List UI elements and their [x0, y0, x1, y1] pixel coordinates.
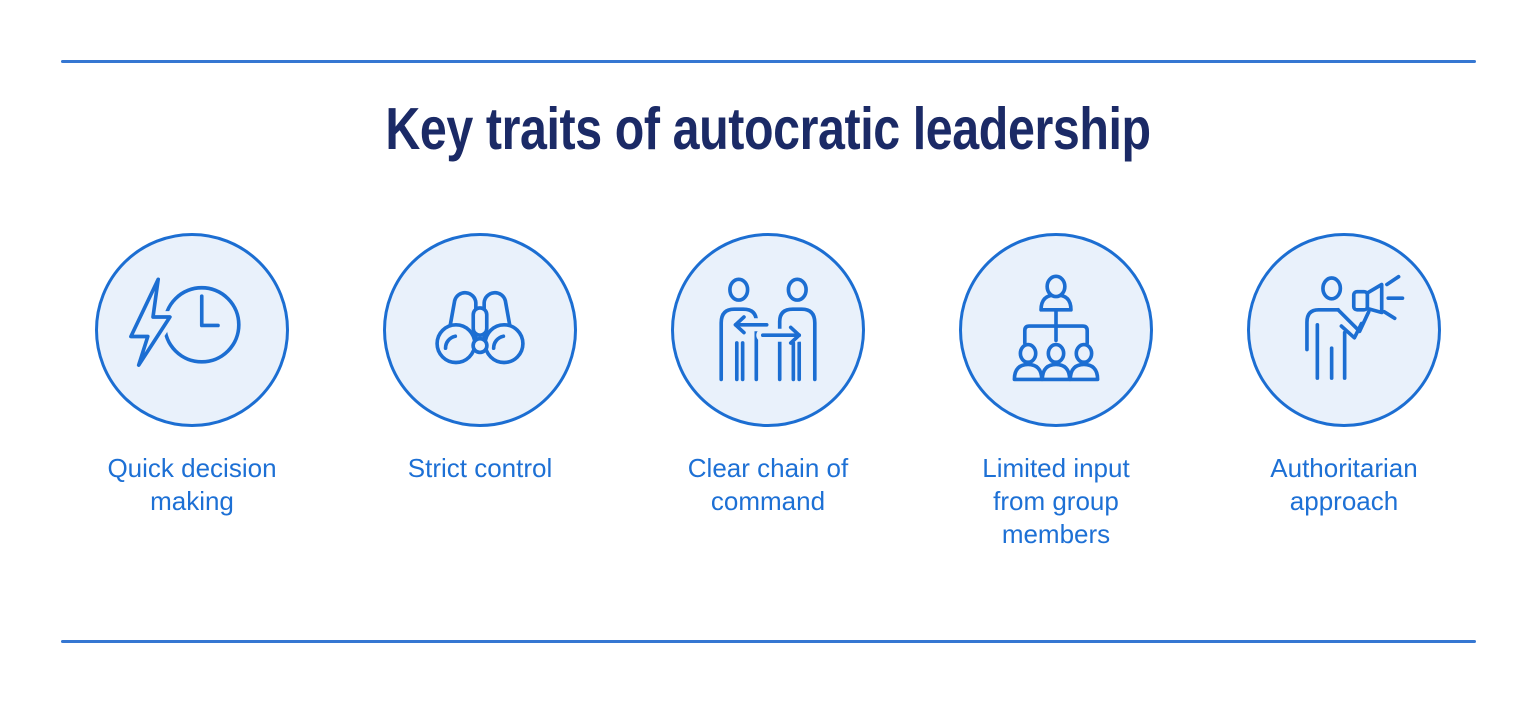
people-exchange-icon [719, 277, 817, 382]
trait-circle-strict-control [383, 233, 577, 427]
traits-row: Quick decision making Strict control [0, 233, 1536, 551]
trait-label: Clear chain of command [687, 453, 849, 516]
trait-limited-input: Limited input from group members [959, 233, 1153, 551]
top-divider-rule [61, 60, 1476, 63]
trait-label: Strict control [407, 453, 553, 483]
trait-circle-limited-input [959, 233, 1153, 427]
trait-strict-control: Strict control [383, 233, 577, 551]
trait-clear-chain-of-command: Clear chain of command [671, 233, 865, 551]
binoculars-icon [435, 290, 525, 365]
hierarchy-icon [1012, 274, 1100, 382]
trait-quick-decision-making: Quick decision making [95, 233, 289, 551]
trait-label: Limited input from group members [982, 453, 1130, 549]
trait-authoritarian-approach: Authoritarian approach [1247, 233, 1441, 551]
trait-circle-authoritarian [1247, 233, 1441, 427]
trait-circle-quick-decision [95, 233, 289, 427]
trait-label: Authoritarian approach [1270, 453, 1418, 516]
page-title: Key traits of autocratic leadership [385, 96, 1151, 162]
megaphone-person-icon [1305, 274, 1405, 380]
trait-circle-chain-of-command [671, 233, 865, 427]
bolt-clock-icon [127, 273, 241, 371]
trait-label: Quick decision making [107, 453, 277, 516]
bottom-divider-rule [61, 640, 1476, 643]
